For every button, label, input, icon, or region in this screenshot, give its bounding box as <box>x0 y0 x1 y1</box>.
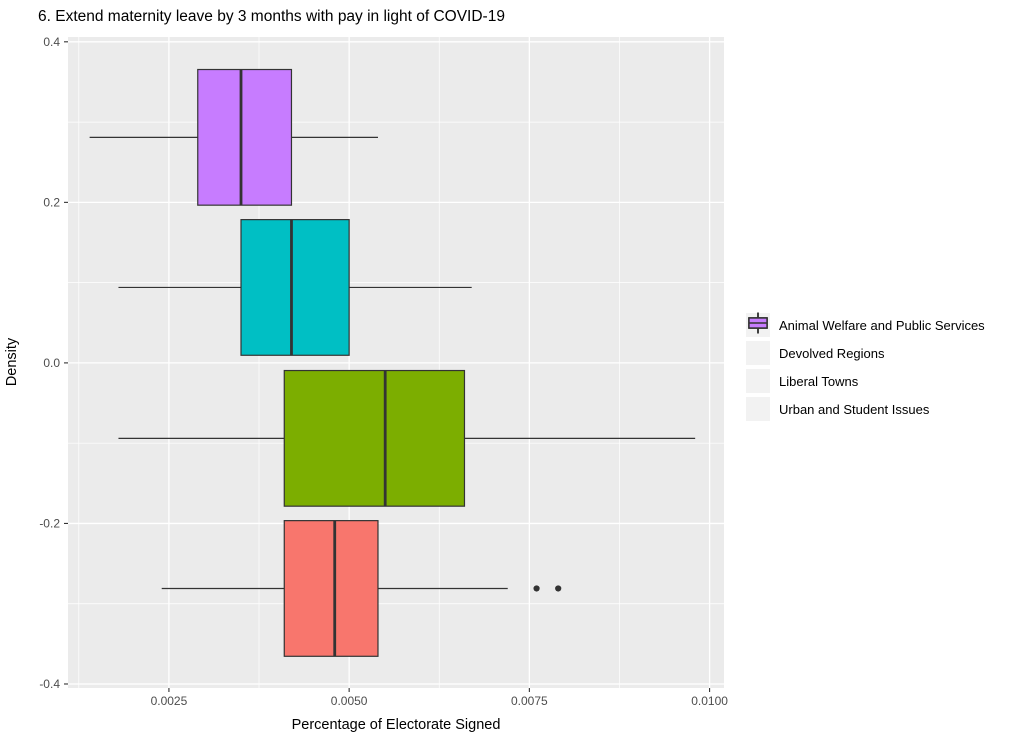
legend-entry-animal-welfare-and-public-services[interactable]: Animal Welfare and Public Services <box>746 311 985 339</box>
x-axis-title: Percentage of Electorate Signed <box>292 717 501 733</box>
y-tick-label: 0.4 <box>43 35 60 49</box>
axis-ticks: 0.0025 0.0050 0.0075 0.0100 0.4 0.2 0.0 -0.2 -0.… <box>39 35 728 708</box>
y-tick-label: 0.0 <box>43 356 60 370</box>
y-tick-label: -0.2 <box>39 516 60 530</box>
outlier-point <box>555 585 562 592</box>
legend-label: Devolved Regions <box>779 345 885 361</box>
legend-label: Urban and Student Issues <box>779 401 930 417</box>
legend-key-boxplot-icon <box>746 312 770 421</box>
legend-entry-liberal-towns[interactable]: Liberal Towns <box>746 312 985 395</box>
boxplot-urban-and-student-issues[interactable] <box>89 68 378 206</box>
iqr-box <box>197 68 293 206</box>
boxplot-animal-welfare-and-public-services[interactable] <box>161 520 562 657</box>
boxplot-layer <box>89 68 696 657</box>
outlier-point <box>533 585 540 592</box>
legend-entry-urban-and-student-issues[interactable]: Urban and Student Issues <box>746 312 985 423</box>
iqr-box <box>283 369 466 507</box>
boxplot-devolved-regions[interactable] <box>118 369 696 507</box>
x-tick-label: 0.0100 <box>691 694 728 708</box>
boxplot-liberal-towns[interactable] <box>118 219 472 356</box>
iqr-box <box>283 520 379 657</box>
legend-label: Liberal Towns <box>779 373 859 389</box>
x-tick-label: 0.0050 <box>331 694 368 708</box>
legend-entry-devolved-regions[interactable]: Devolved Regions <box>746 312 985 367</box>
y-axis-title: Density <box>4 337 20 386</box>
x-tick-label: 0.0025 <box>151 694 188 708</box>
legend-key-boxplot-icon <box>746 312 770 365</box>
legend-key-boxplot-icon <box>746 312 770 393</box>
y-tick-label: -0.4 <box>39 677 60 691</box>
chart-title: 6. Extend maternity leave by 3 months wi… <box>38 8 505 25</box>
y-tick-label: 0.2 <box>43 195 60 209</box>
iqr-box <box>240 219 350 356</box>
legend: Animal Welfare and Public Services Devolv… <box>746 311 985 423</box>
legend-label: Animal Welfare and Public Services <box>779 317 985 333</box>
x-tick-label: 0.0075 <box>511 694 548 708</box>
